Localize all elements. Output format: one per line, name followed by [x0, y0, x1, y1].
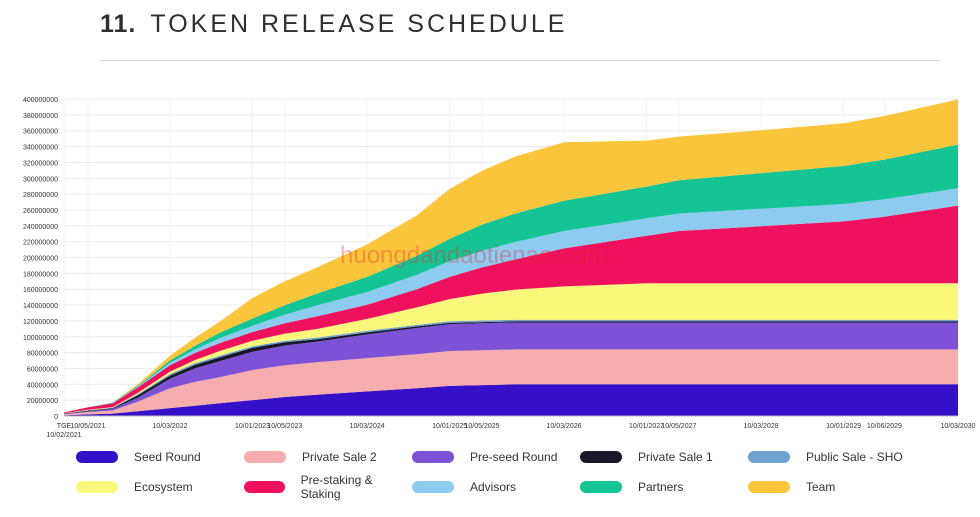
- x-tick-label: 10/01/2023: [235, 423, 270, 430]
- y-tick-label: 0: [54, 414, 58, 421]
- x-tick-label: 10/05/2025: [464, 423, 499, 430]
- heading-number: 11.: [100, 10, 137, 38]
- legend-swatch: [76, 481, 118, 493]
- legend-swatch: [412, 481, 454, 493]
- token-release-area-chart: 0 20000000 40000000 60000000 80000000 1000000…: [23, 97, 976, 439]
- legend-label: Ecosystem: [134, 480, 193, 494]
- x-tick-label: 10/06/2029: [867, 423, 902, 430]
- y-tick-label: 100000000: [23, 335, 58, 342]
- y-tick-label: 400000000: [23, 97, 58, 104]
- legend-swatch: [76, 451, 118, 463]
- y-tick-label: 180000000: [23, 271, 58, 278]
- legend-swatch: [244, 481, 285, 493]
- heading-title: TOKEN RELEASE SCHEDULE: [150, 10, 568, 38]
- legend-item: Private Sale 2: [244, 450, 412, 464]
- legend-label: Advisors: [470, 480, 517, 494]
- legend-item: Partners: [580, 480, 748, 494]
- y-tick-label: 340000000: [23, 145, 58, 152]
- legend-label: Partners: [638, 480, 684, 494]
- y-tick-label: 220000000: [23, 240, 58, 247]
- page-heading: 11. TOKEN RELEASE SCHEDULE: [100, 10, 567, 39]
- legend-label: Pre-seed Round: [470, 450, 558, 464]
- y-tick-label: 360000000: [23, 129, 58, 136]
- legend-item: Pre-seed Round: [412, 450, 580, 464]
- x-tick-label: 10/03/2028: [744, 423, 779, 430]
- legend-label: Pre-staking & Staking: [300, 473, 373, 501]
- legend-swatch: [412, 451, 454, 463]
- legend-swatch: [580, 451, 622, 463]
- x-tick-label: 10/03/2022: [152, 423, 187, 430]
- series-area-partners: [64, 144, 958, 413]
- legend-label: Private Sale 2: [302, 450, 377, 464]
- series-area-pre-seed-round: [64, 322, 958, 415]
- y-tick-label: 240000000: [23, 224, 58, 231]
- y-tick-label: 320000000: [23, 160, 58, 167]
- y-tick-label: 120000000: [23, 319, 58, 326]
- y-tick-label: 280000000: [23, 192, 58, 199]
- legend-swatch: [580, 481, 622, 493]
- y-tick-label: 380000000: [23, 113, 58, 120]
- legend-item: Public Sale - SHO: [748, 450, 916, 464]
- legend-label: Team: [806, 480, 836, 494]
- x-tick-label: 10/01/2027: [629, 423, 664, 430]
- series-area-seed-round: [64, 384, 958, 416]
- legend-item: Advisors: [412, 480, 580, 494]
- series-area-advisors: [64, 188, 958, 413]
- y-tick-label: 200000000: [23, 256, 58, 263]
- y-tick-label: 300000000: [23, 176, 58, 183]
- y-tick-label: 20000000: [27, 398, 58, 405]
- series-area-ecosystem: [64, 283, 958, 414]
- legend-item: Ecosystem: [76, 480, 244, 494]
- legend-swatch: [244, 451, 286, 463]
- series-area-pre-staking-staking: [64, 205, 958, 414]
- legend-item: Team: [748, 480, 916, 494]
- heading-divider: [100, 60, 940, 61]
- legend-label: Private Sale 1: [638, 450, 713, 464]
- y-tick-label: 60000000: [27, 366, 58, 373]
- x-tick-label: 10/03/2026: [546, 423, 581, 430]
- chart-legend: Seed Round Private Sale 2 Pre-seed Round Pr…: [76, 450, 956, 501]
- legend-item: Pre-staking & Staking: [244, 473, 412, 501]
- x-tick-label: TGE 10/02/2021: [46, 423, 81, 439]
- series-area-team: [64, 99, 958, 413]
- legend-swatch: [748, 451, 790, 463]
- y-tick-label: 160000000: [23, 287, 58, 294]
- legend-item: Seed Round: [76, 450, 244, 464]
- x-tick-label: 10/01/2029: [826, 423, 861, 430]
- legend-item: Private Sale 1: [580, 450, 748, 464]
- x-tick-label: 10/05/2027: [661, 423, 696, 430]
- legend-label: Public Sale - SHO: [806, 450, 903, 464]
- legend-label: Seed Round: [134, 450, 201, 464]
- series-area-private-sale-2: [64, 349, 958, 416]
- y-tick-label: 140000000: [23, 303, 58, 310]
- x-tick-label: 10/05/2023: [267, 423, 302, 430]
- series-area-private-sale-1: [64, 321, 958, 414]
- x-tick-label: 10/01/2025: [432, 423, 467, 430]
- x-tick-label: 10/03/2024: [350, 423, 385, 430]
- y-tick-label: 40000000: [27, 382, 58, 389]
- y-tick-label: 80000000: [27, 351, 58, 358]
- legend-swatch: [748, 481, 790, 493]
- x-tick-label: 10/05/2021: [70, 423, 105, 430]
- y-tick-label: 260000000: [23, 208, 58, 215]
- x-tick-label: 10/03/2030: [940, 423, 975, 430]
